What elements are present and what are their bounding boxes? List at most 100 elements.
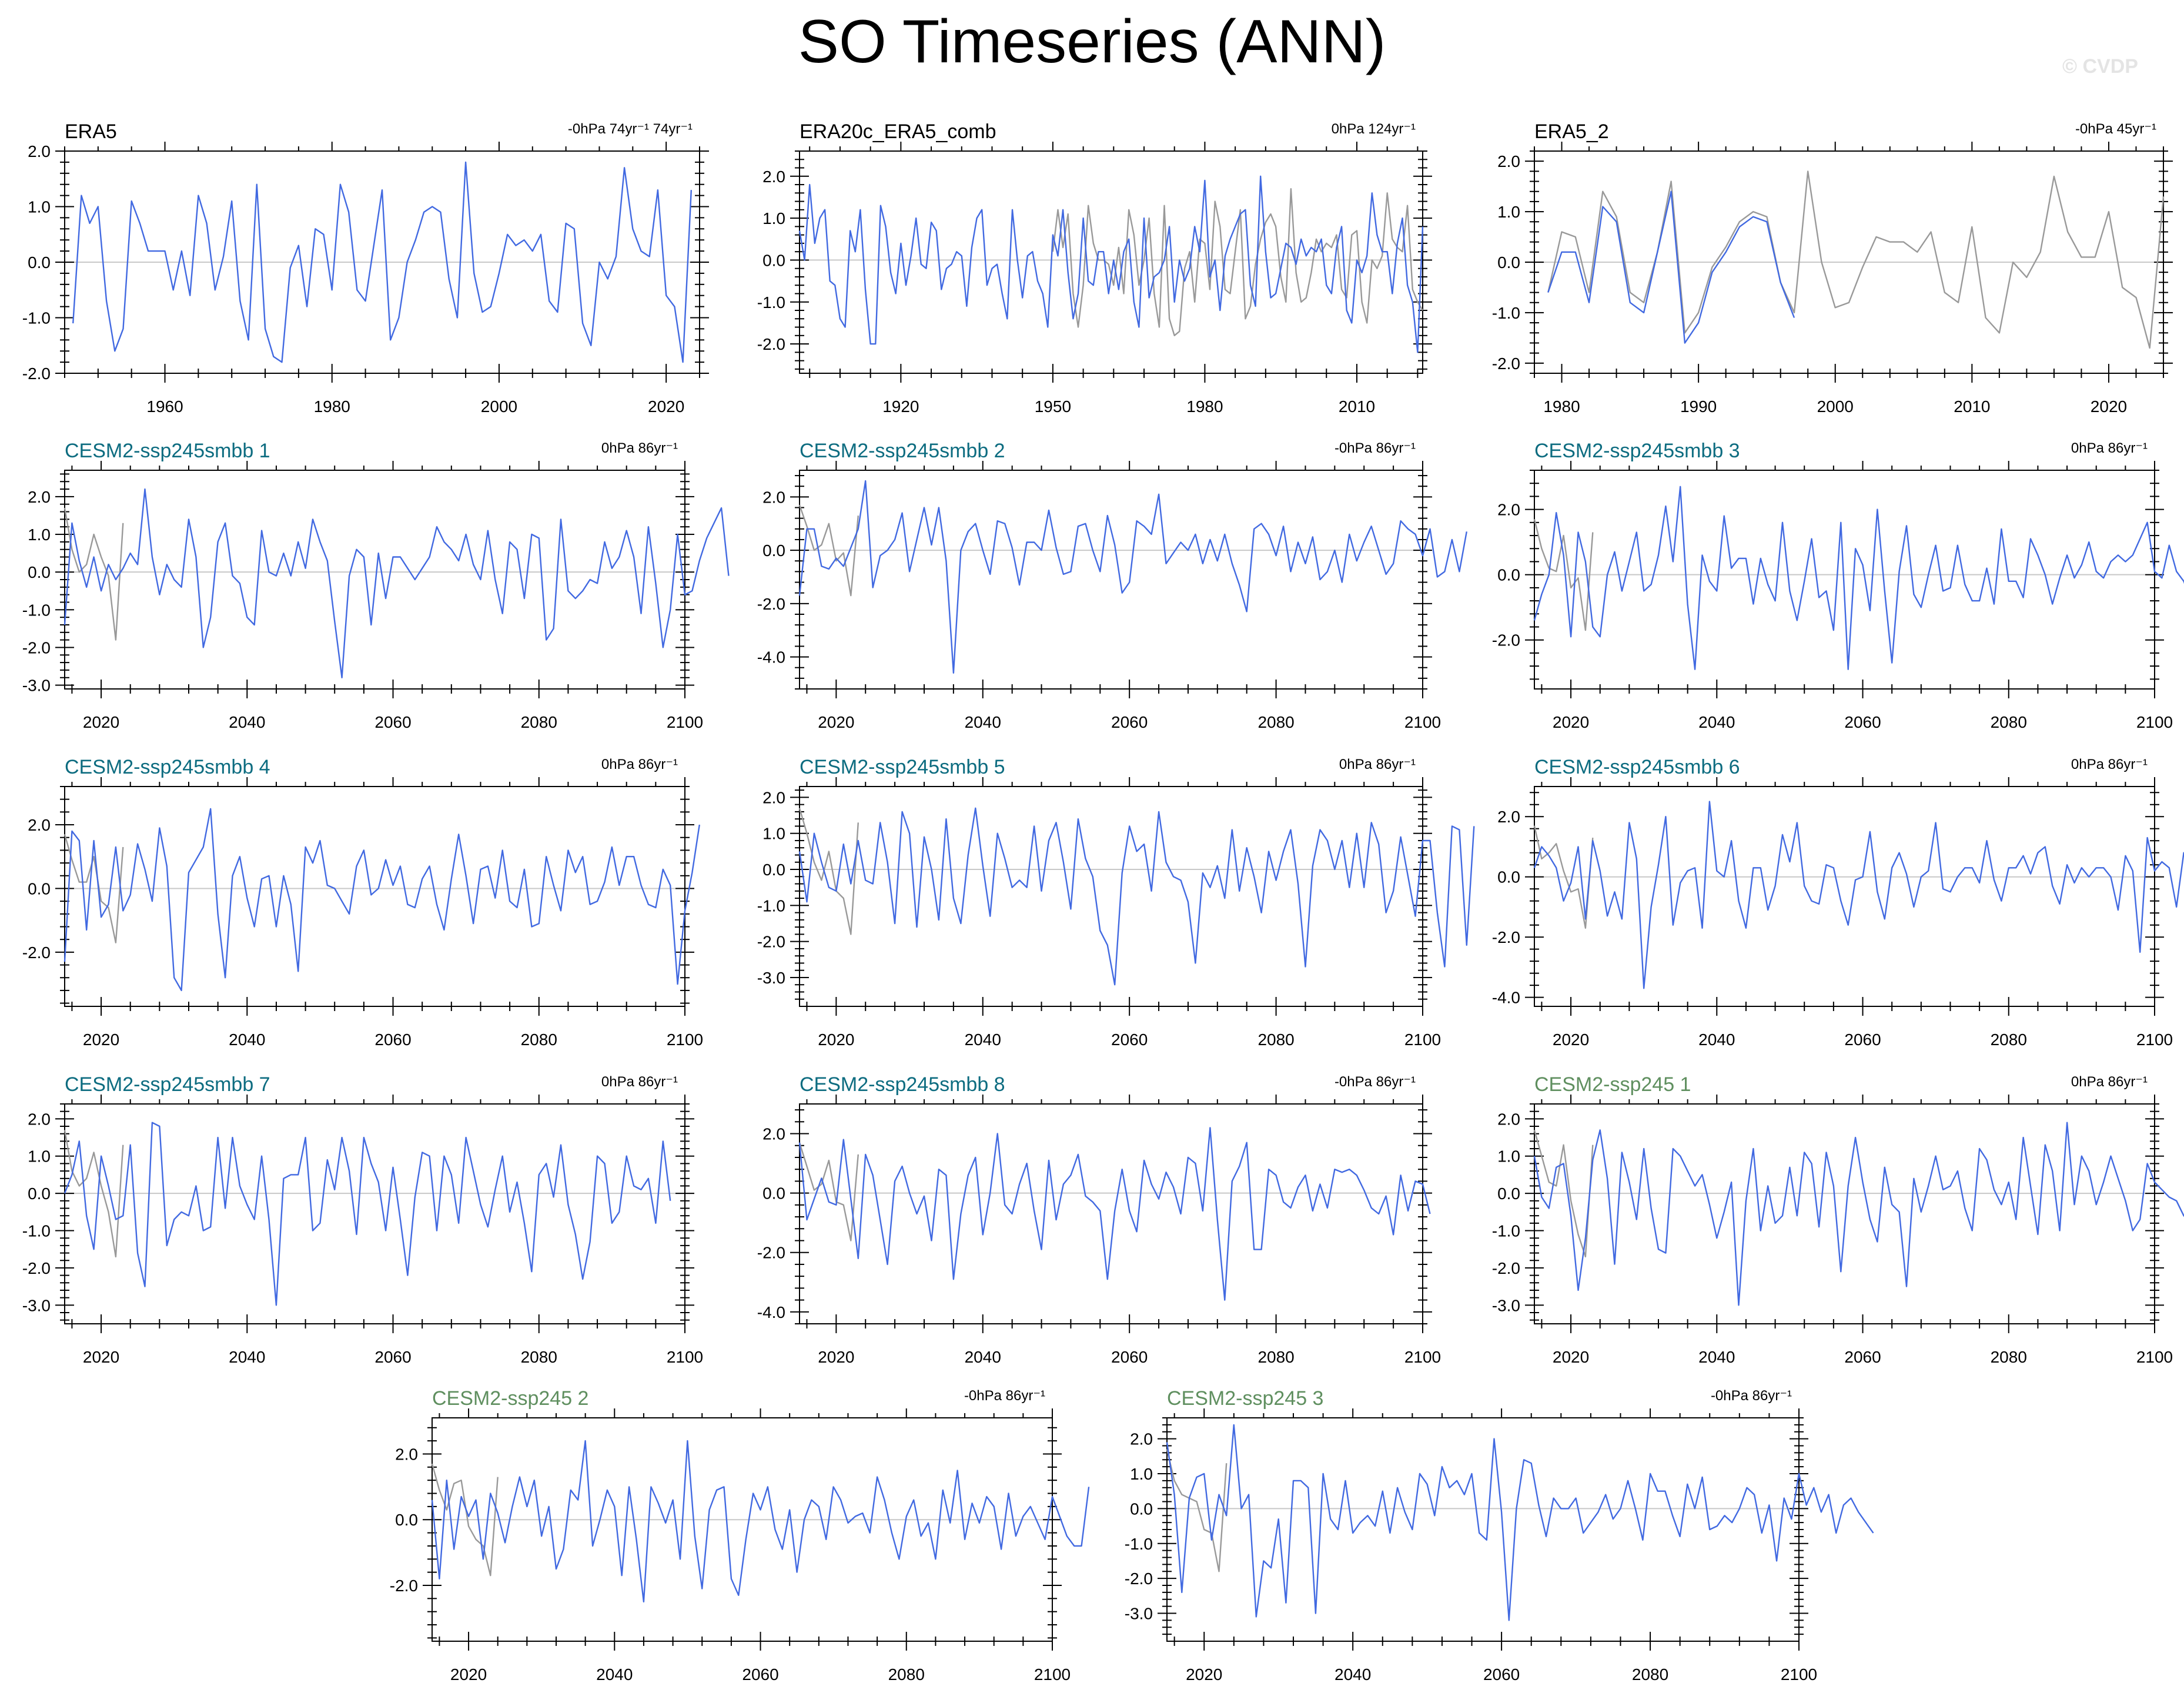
chart-panel: CESM2-ssp245smbb 3 0hPa 86yr⁻¹ -2.0 0.0 2.0 2… xyxy=(1492,440,2184,731)
model-series-line xyxy=(798,175,1424,353)
plot-frame xyxy=(799,470,1423,690)
chart-panel: CESM2-ssp245smbb 2 -0hPa 86yr⁻¹ -4.0 -2.0 0.… xyxy=(757,440,1467,731)
obs-series-line xyxy=(1052,188,1424,336)
y-tick-label: -4.0 xyxy=(757,1303,785,1321)
x-tick-label: 2000 xyxy=(1817,397,1854,416)
chart-title: CESM2-ssp245 1 xyxy=(1534,1073,1691,1096)
obs-series-line xyxy=(431,1463,499,1577)
x-tick-label: 1980 xyxy=(1186,397,1223,416)
x-tick-label: 2040 xyxy=(1698,1348,1735,1366)
model-series-line xyxy=(798,1127,1431,1301)
plot-frame xyxy=(1166,1417,1800,1642)
y-tick-label: 0.0 xyxy=(1130,1500,1153,1518)
y-tick-label: -2.0 xyxy=(390,1577,418,1595)
chart-title: CESM2-ssp245 2 xyxy=(432,1387,588,1410)
y-tick-label: -4.0 xyxy=(1492,989,1520,1007)
x-tick-label: 2100 xyxy=(667,713,703,731)
y-tick-label: -2.0 xyxy=(1492,928,1520,946)
x-tick-label: 2040 xyxy=(229,713,265,731)
model-series-line xyxy=(798,807,1475,986)
x-tick-label: 2080 xyxy=(521,1348,557,1366)
y-tick-label: 1.0 xyxy=(1497,1147,1520,1166)
y-tick-label: 2.0 xyxy=(762,488,785,506)
x-tick-label: 2040 xyxy=(1698,1030,1735,1049)
x-tick-label: 2020 xyxy=(818,1030,854,1049)
chart-title: CESM2-ssp245smbb 8 xyxy=(800,1073,1005,1096)
chart-title: CESM2-ssp245 3 xyxy=(1167,1387,1323,1410)
y-tick-label: -2.0 xyxy=(22,943,51,962)
model-series-line xyxy=(1547,190,1795,344)
x-tick-label: 2100 xyxy=(2136,1030,2173,1049)
y-tick-label: 2.0 xyxy=(1130,1430,1153,1448)
y-tick-label: 0.0 xyxy=(395,1511,418,1529)
y-tick-label: -4.0 xyxy=(757,648,785,667)
chart-title: CESM2-ssp245smbb 6 xyxy=(1534,756,1740,778)
y-tick-label: 2.0 xyxy=(1497,152,1520,170)
y-tick-label: 2.0 xyxy=(762,788,785,807)
obs-series-line xyxy=(1547,170,2165,349)
model-series-line xyxy=(1533,801,2184,989)
trend-label: 0hPa 86yr⁻¹ xyxy=(2071,1074,2148,1090)
obs-series-line xyxy=(798,1142,859,1241)
y-tick-label: 1.0 xyxy=(28,1147,51,1166)
y-tick-label: 2.0 xyxy=(762,168,785,186)
y-tick-label: -2.0 xyxy=(1492,354,1520,373)
y-tick-label: 0.0 xyxy=(1497,253,1520,272)
y-tick-label: -1.0 xyxy=(1492,1222,1520,1240)
obs-series-line xyxy=(798,808,859,935)
chart-panel: ERA5 -0hPa 74yr⁻¹ 74yr⁻¹ -2.0 -1.0 0.0 1.0 2.0… xyxy=(22,121,709,416)
y-tick-label: 1.0 xyxy=(28,526,51,544)
x-tick-label: 2060 xyxy=(374,1030,411,1049)
y-tick-label: -2.0 xyxy=(22,364,51,383)
y-tick-label: 2.0 xyxy=(1497,1110,1520,1128)
y-tick-label: 2.0 xyxy=(395,1445,418,1463)
chart-title: CESM2-ssp245smbb 7 xyxy=(65,1073,270,1096)
y-tick-label: -1.0 xyxy=(22,1222,51,1240)
y-tick-label: 0.0 xyxy=(28,1184,51,1203)
x-tick-label: 2080 xyxy=(1257,1348,1294,1366)
chart-title: ERA5 xyxy=(65,121,117,143)
x-tick-label: 2080 xyxy=(1257,713,1294,731)
trend-label: 0hPa 86yr⁻¹ xyxy=(601,757,678,772)
x-tick-label: 2060 xyxy=(1844,713,1881,731)
y-tick-label: -2.0 xyxy=(757,595,785,613)
y-tick-label: -3.0 xyxy=(757,969,785,987)
y-tick-label: 1.0 xyxy=(762,825,785,843)
x-tick-label: 1980 xyxy=(1543,397,1580,416)
chart-panel: CESM2-ssp245 1 0hPa 86yr⁻¹ -3.0 -2.0 -1.0 0.0… xyxy=(1492,1073,2184,1366)
y-tick-label: 2.0 xyxy=(28,816,51,834)
chart-panel: CESM2-ssp245 2 -0hPa 86yr⁻¹ -2.0 0.0 2.0 2020… xyxy=(390,1387,1090,1684)
x-tick-label: 2020 xyxy=(2091,397,2127,416)
obs-series-line xyxy=(63,507,124,641)
y-tick-label: -2.0 xyxy=(22,1259,51,1277)
y-tick-label: -1.0 xyxy=(1125,1535,1153,1553)
y-tick-label: 0.0 xyxy=(28,563,51,581)
model-series-line xyxy=(1533,1122,2184,1306)
x-tick-label: 2020 xyxy=(1186,1665,1222,1684)
x-tick-label: 2020 xyxy=(83,1348,119,1366)
chart-title: ERA5_2 xyxy=(1534,121,1609,143)
obs-series-line xyxy=(63,834,124,943)
y-tick-label: 0.0 xyxy=(1497,566,1520,584)
x-tick-label: 1920 xyxy=(882,397,919,416)
y-tick-label: 1.0 xyxy=(1130,1465,1153,1483)
x-tick-label: 2040 xyxy=(229,1030,265,1049)
x-tick-label: 2020 xyxy=(818,1348,854,1366)
plot-frame xyxy=(1534,786,2155,1007)
model-series-line xyxy=(1166,1424,1874,1621)
x-tick-label: 2100 xyxy=(1404,1348,1441,1366)
model-series-line xyxy=(63,808,700,992)
x-tick-label: 1990 xyxy=(1680,397,1717,416)
x-tick-label: 2060 xyxy=(1844,1348,1881,1366)
x-tick-label: 1980 xyxy=(314,397,350,416)
x-tick-label: 2060 xyxy=(374,713,411,731)
y-tick-label: -2.0 xyxy=(757,335,785,353)
y-tick-label: -1.0 xyxy=(1492,304,1520,322)
plot-frame xyxy=(799,1103,1423,1324)
chart-title: CESM2-ssp245smbb 1 xyxy=(65,440,270,462)
x-tick-label: 2040 xyxy=(965,1348,1001,1366)
obs-series-line xyxy=(1533,825,1594,929)
trend-label: 0hPa 86yr⁻¹ xyxy=(1339,757,1416,772)
y-tick-label: -1.0 xyxy=(22,309,51,327)
x-tick-label: 2000 xyxy=(481,397,517,416)
